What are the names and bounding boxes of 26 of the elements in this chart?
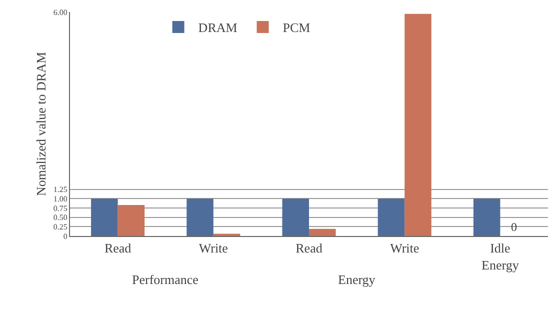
y-tick-label: 0.50: [53, 213, 68, 222]
y-tick-label: 0: [63, 232, 68, 241]
bar: [309, 228, 336, 236]
bar: [91, 198, 118, 236]
text: Performance: [132, 272, 199, 287]
x-tick-label: Read: [296, 240, 323, 256]
x-tick-label: Write: [198, 240, 228, 256]
x-tick-label: Read: [104, 240, 132, 256]
x-tick-label: Idle Energy: [482, 240, 520, 272]
legend-label: PCM: [282, 20, 311, 36]
annotation: 0: [511, 220, 517, 234]
y-tick-label: 0.25: [53, 222, 68, 232]
text: Energy: [338, 272, 376, 287]
bar: [282, 198, 309, 236]
legend-label: DRAM: [198, 20, 238, 36]
bar: [473, 198, 500, 236]
y-axis-title: Nomalized value to DRAM: [33, 52, 48, 196]
bar: [118, 205, 145, 236]
y-tick-label: 1.00: [53, 194, 68, 204]
x-tick-label: Write: [390, 240, 420, 256]
y-tick-label: 6.00: [53, 8, 68, 17]
y-tick-label: 0.75: [53, 204, 68, 213]
bar: [186, 198, 214, 236]
y-tick-label: 1.25: [53, 185, 68, 194]
bar: [378, 198, 405, 236]
bar: [404, 14, 432, 236]
